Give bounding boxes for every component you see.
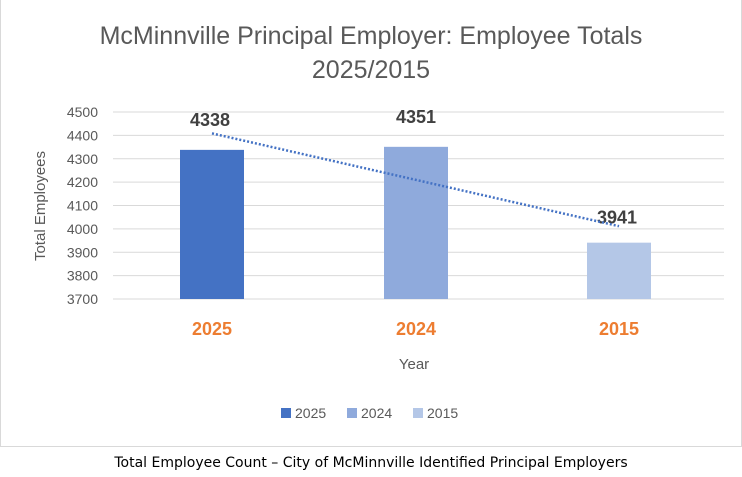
y-tick-label: 3800 [67, 268, 98, 284]
bar-2015 [587, 242, 651, 299]
bar-chart: McMinnville Principal Employer: Employee… [32, 22, 724, 421]
legend-label: 2024 [361, 405, 392, 421]
y-tick-label: 3900 [67, 244, 98, 260]
legend-label: 2015 [427, 405, 458, 421]
chart-title: McMinnville Principal Employer: Employee… [100, 22, 643, 50]
x-tick-label: 2015 [599, 319, 639, 339]
x-tick-label: 2024 [396, 319, 436, 339]
y-tick-label: 4300 [67, 151, 98, 167]
y-tick-label: 4100 [67, 198, 98, 214]
chart-title: 2025/2015 [312, 56, 430, 84]
trendline [211, 132, 620, 228]
figure-caption: Total Employee Count – City of McMinnvil… [114, 455, 628, 471]
x-axis-label: Year [399, 356, 429, 373]
y-tick-label: 4000 [67, 221, 98, 237]
data-label: 4351 [396, 107, 436, 127]
x-tick-label: 2025 [192, 319, 232, 339]
legend-swatch-2015 [413, 408, 423, 418]
legend-swatch-2024 [347, 408, 357, 418]
data-label: 3941 [597, 208, 637, 228]
y-tick-label: 4200 [67, 174, 98, 190]
bar-2024 [384, 146, 448, 299]
data-label: 4338 [190, 110, 230, 130]
y-tick-label: 4400 [67, 127, 98, 143]
y-axis-label: Total Employees [32, 151, 49, 261]
legend-swatch-2025 [281, 408, 291, 418]
chart-frame [0, 0, 742, 447]
bar-2025 [180, 149, 244, 299]
y-tick-label: 3700 [67, 291, 98, 307]
y-tick-label: 4500 [67, 104, 98, 120]
legend-label: 2025 [295, 405, 326, 421]
